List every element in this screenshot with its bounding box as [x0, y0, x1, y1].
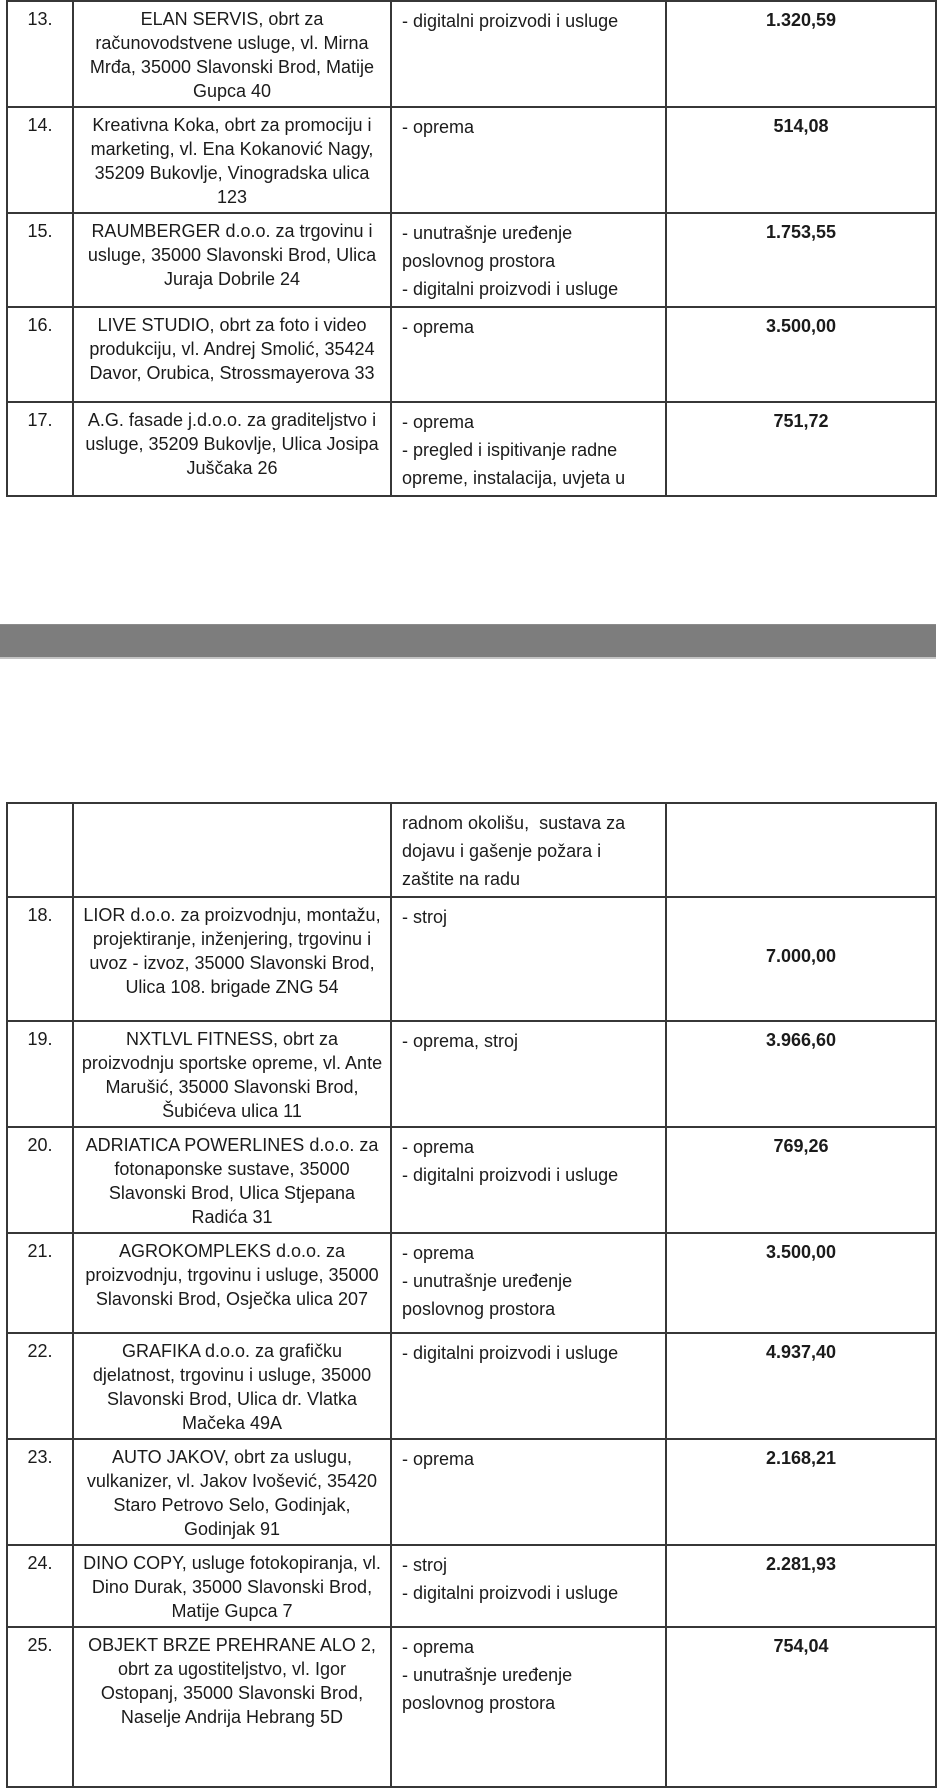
amount-cell: 1.320,59	[665, 0, 937, 108]
row-number-cell: 13.	[6, 0, 74, 108]
amount-cell	[665, 802, 937, 898]
table-row: radnom okolišu, sustava za dojavu i gaše…	[6, 802, 937, 898]
support-category-item: - digitalni proizvodi i usluge	[402, 1165, 619, 1185]
support-category-item: - pregled i ispitivanje radne opreme, in…	[402, 440, 626, 488]
support-category-item: - oprema	[402, 1449, 475, 1469]
amount-cell: 3.966,60	[665, 1020, 937, 1128]
row-number-cell: 25.	[6, 1626, 74, 1788]
table-row: 14. Kreativna Koka, obrt za promociju i m…	[6, 106, 937, 214]
business-name-cell: A.G. fasade j.d.o.o. za graditeljstvo i …	[72, 401, 392, 497]
row-number-cell: 14.	[6, 106, 74, 214]
amount-cell: 1.753,55	[665, 212, 937, 308]
support-category-item: - oprema, stroj	[402, 1031, 519, 1051]
support-category-cell: - oprema - pregled i ispitivanje radne op…	[390, 401, 667, 497]
row-number-cell: 19.	[6, 1020, 74, 1128]
support-category-cell: - digitalni proizvodi i usluge	[390, 0, 667, 108]
support-category-item: - oprema	[402, 317, 475, 337]
row-number-cell: 21.	[6, 1232, 74, 1334]
business-name-cell: RAUMBERGER d.o.o. za trgovinu i usluge, …	[72, 212, 392, 308]
row-number-cell: 15.	[6, 212, 74, 308]
business-name-cell: ELAN SERVIS, obrt za računovodstvene usl…	[72, 0, 392, 108]
table-row: 22. GRAFIKA d.o.o. za grafičku djelatnost…	[6, 1332, 937, 1440]
support-category-cell: - unutrašnje uređenje poslovnog prostora…	[390, 212, 667, 308]
grants-table-rows-18-21: radnom okolišu, sustava za dojavu i gaše…	[6, 802, 937, 1334]
business-name-cell: AGROKOMPLEKS d.o.o. za proizvodnju, trgo…	[72, 1232, 392, 1334]
amount-cell: 3.500,00	[665, 1232, 937, 1334]
support-category-cell: - oprema - unutrašnje uređenje poslovnog …	[390, 1232, 667, 1334]
support-category-cell: - oprema - digitalni proizvodi i usluge	[390, 1126, 667, 1234]
support-category-item: - unutrašnje uređenje poslovnog prostora	[402, 1271, 578, 1319]
support-category-item: - oprema	[402, 1137, 475, 1157]
support-category-cell: - oprema, stroj	[390, 1020, 667, 1128]
table-row: 25. OBJEKT BRZE PREHRANE ALO 2, obrt za u…	[6, 1626, 937, 1788]
support-category-item: - digitalni proizvodi i usluge	[402, 11, 619, 31]
support-category-item: - stroj	[402, 1555, 447, 1575]
business-name-cell	[72, 802, 392, 898]
support-category-item: radnom okolišu, sustava za dojavu i gaše…	[402, 813, 631, 889]
support-category-item: - digitalni proizvodi i usluge	[402, 1583, 619, 1603]
amount-cell: 4.937,40	[665, 1332, 937, 1440]
support-category-item: - oprema	[402, 117, 475, 137]
support-category-item: - digitalni proizvodi i usluge	[402, 279, 619, 299]
support-category-item: - oprema	[402, 1243, 475, 1263]
amount-cell: 3.500,00	[665, 306, 937, 403]
page-separator	[0, 624, 936, 659]
row-number-cell: 23.	[6, 1438, 74, 1546]
support-category-cell: - oprema	[390, 106, 667, 214]
amount-cell: 514,08	[665, 106, 937, 214]
row-number-cell	[6, 802, 74, 898]
support-category-cell: - stroj - digitalni proizvodi i usluge	[390, 1544, 667, 1628]
table-row: 17. A.G. fasade j.d.o.o. za graditeljstvo…	[6, 401, 937, 497]
business-name-cell: DINO COPY, usluge fotokopiranja, vl. Din…	[72, 1544, 392, 1628]
table-row: 18. LIOR d.o.o. za proizvodnju, montažu, …	[6, 896, 937, 1022]
table-row: 13. ELAN SERVIS, obrt za računovodstvene …	[6, 0, 937, 108]
business-name-cell: GRAFIKA d.o.o. za grafičku djelatnost, t…	[72, 1332, 392, 1440]
table-row: 23. AUTO JAKOV, obrt za uslugu, vulkanize…	[6, 1438, 937, 1546]
business-name-cell: LIVE STUDIO, obrt za foto i video produk…	[72, 306, 392, 403]
row-number-cell: 20.	[6, 1126, 74, 1234]
grants-table-rows-22-25: 22. GRAFIKA d.o.o. za grafičku djelatnost…	[6, 1332, 937, 1788]
table-row: 21. AGROKOMPLEKS d.o.o. za proizvodnju, t…	[6, 1232, 937, 1334]
amount-cell: 2.281,93	[665, 1544, 937, 1628]
row-number-cell: 17.	[6, 401, 74, 497]
row-number-cell: 16.	[6, 306, 74, 403]
grants-table-rows-13-17: 13. ELAN SERVIS, obrt za računovodstvene …	[6, 0, 937, 497]
support-category-item: - oprema	[402, 412, 475, 432]
business-name-cell: NXTLVL FITNESS, obrt za proizvodnju spor…	[72, 1020, 392, 1128]
table-row: 16. LIVE STUDIO, obrt za foto i video pro…	[6, 306, 937, 403]
support-category-item: - unutrašnje uređenje poslovnog prostora	[402, 1665, 578, 1713]
support-category-cell: radnom okolišu, sustava za dojavu i gaše…	[390, 802, 667, 898]
support-category-cell: - oprema	[390, 306, 667, 403]
business-name-cell: AUTO JAKOV, obrt za uslugu, vulkanizer, …	[72, 1438, 392, 1546]
row-number-cell: 24.	[6, 1544, 74, 1628]
table-row: 15. RAUMBERGER d.o.o. za trgovinu i uslug…	[6, 212, 937, 308]
support-category-item: - stroj	[402, 907, 447, 927]
business-name-cell: LIOR d.o.o. za proizvodnju, montažu, pro…	[72, 896, 392, 1022]
row-number-cell: 18.	[6, 896, 74, 1022]
support-category-cell: - oprema - unutrašnje uređenje poslovnog …	[390, 1626, 667, 1788]
table-row: 20. ADRIATICA POWERLINES d.o.o. za fotona…	[6, 1126, 937, 1234]
support-category-cell: - oprema	[390, 1438, 667, 1546]
support-category-cell: - stroj	[390, 896, 667, 1022]
support-category-cell: - digitalni proizvodi i usluge	[390, 1332, 667, 1440]
support-category-item: - digitalni proizvodi i usluge	[402, 1343, 619, 1363]
amount-cell: 2.168,21	[665, 1438, 937, 1546]
support-category-item: - oprema	[402, 1637, 475, 1657]
business-name-cell: OBJEKT BRZE PREHRANE ALO 2, obrt za ugos…	[72, 1626, 392, 1788]
amount-cell: 7.000,00	[665, 896, 937, 1022]
row-number-cell: 22.	[6, 1332, 74, 1440]
business-name-cell: ADRIATICA POWERLINES d.o.o. za fotonapon…	[72, 1126, 392, 1234]
amount-cell: 769,26	[665, 1126, 937, 1234]
amount-cell: 754,04	[665, 1626, 937, 1788]
table-row: 24. DINO COPY, usluge fotokopiranja, vl. …	[6, 1544, 937, 1628]
amount-cell: 751,72	[665, 401, 937, 497]
business-name-cell: Kreativna Koka, obrt za promociju i mark…	[72, 106, 392, 214]
table-row: 19. NXTLVL FITNESS, obrt za proizvodnju s…	[6, 1020, 937, 1128]
support-category-item: - unutrašnje uređenje poslovnog prostora	[402, 223, 578, 271]
